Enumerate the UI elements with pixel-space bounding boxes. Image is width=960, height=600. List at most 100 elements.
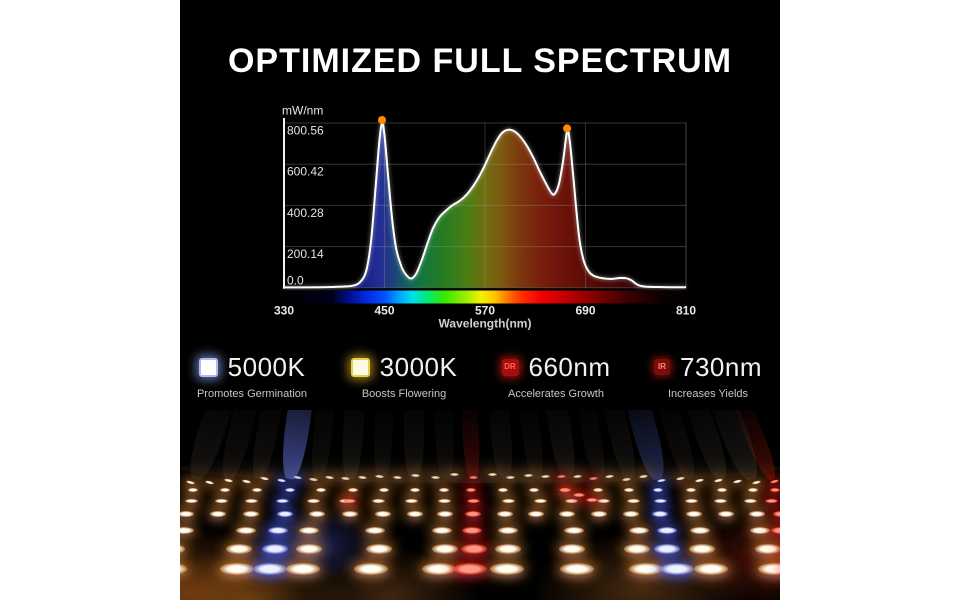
led-dot	[180, 544, 185, 554]
led-dot	[564, 526, 585, 534]
led-dot	[315, 488, 326, 492]
x-axis-label: Wavelength(nm)	[439, 316, 532, 330]
legend-item-3000k: 3000K Boosts Flowering	[345, 352, 463, 400]
led-dot	[689, 526, 710, 534]
led-dot	[688, 544, 715, 554]
led-dot	[749, 526, 770, 534]
led-dot	[685, 511, 702, 517]
led-dot	[180, 562, 188, 576]
led-dot	[437, 498, 451, 504]
led-dot	[461, 526, 482, 534]
horizon-dot	[769, 479, 780, 485]
led-dot	[495, 544, 522, 554]
led-dot	[743, 498, 757, 504]
led-dot	[453, 562, 488, 576]
led-dot	[236, 526, 257, 534]
led-dot	[374, 511, 391, 517]
floor-glow	[680, 510, 780, 600]
led-dot	[591, 511, 608, 517]
led-dot	[747, 488, 758, 492]
led-dot	[653, 544, 680, 554]
led-dot	[220, 488, 231, 492]
legend-desc: Increases Yields	[667, 388, 749, 400]
led-dot	[353, 562, 388, 576]
led-dot	[623, 544, 650, 554]
horizon-dot	[694, 478, 704, 484]
led-dot	[629, 562, 664, 576]
led-dot	[694, 562, 729, 576]
led-dot	[685, 498, 699, 504]
led-chip-5000k-icon	[198, 357, 218, 377]
led-dot	[409, 488, 420, 492]
led-dot	[268, 526, 289, 534]
led-dot-red	[573, 492, 585, 498]
horizon-dot	[713, 477, 724, 483]
led-dot	[533, 498, 547, 504]
led-dot	[592, 488, 603, 492]
led-dot	[309, 511, 326, 517]
led-dot	[597, 498, 611, 504]
legend-label: 660nm	[528, 351, 611, 382]
legend-chip-row: IR 730nm	[654, 352, 762, 382]
led-dot	[405, 498, 419, 504]
led-dot	[757, 562, 780, 576]
led-dot	[432, 544, 459, 554]
led-dot	[497, 511, 514, 517]
led-dot	[295, 544, 322, 554]
led-dot	[717, 511, 734, 517]
led-dot	[365, 544, 392, 554]
led-dot	[184, 498, 198, 504]
led-dot	[498, 488, 509, 492]
led-dot-red	[344, 498, 356, 504]
horizon-dot	[751, 480, 762, 486]
legend-desc: Promotes Germination	[196, 388, 308, 400]
led-dot	[497, 526, 518, 534]
y-tick-label: 600.42	[287, 165, 324, 179]
spectrum-curve	[283, 121, 686, 289]
led-dot	[490, 562, 525, 576]
led-dot	[219, 562, 254, 576]
page-title: OPTIMIZED FULL SPECTRUM	[227, 42, 733, 80]
led-dot	[180, 511, 194, 517]
led-dot	[527, 511, 544, 517]
led-dot	[261, 544, 288, 554]
led-dot	[461, 544, 488, 554]
led-dot	[622, 511, 639, 517]
x-tick-label: 810	[676, 303, 696, 317]
led-chip-deep-red-icon: DR	[501, 358, 519, 376]
legend-desc: Boosts Flowering	[361, 388, 447, 400]
peak-marker	[563, 124, 572, 133]
led-dot	[342, 511, 359, 517]
horizon-dot	[185, 479, 195, 486]
horizon-dot	[241, 479, 252, 485]
y-tick-label: 200.14	[287, 247, 324, 261]
led-dot	[657, 526, 678, 534]
led-dot	[501, 498, 515, 504]
y-tick-label: 400.28	[287, 206, 324, 220]
led-dot	[467, 498, 481, 504]
horizon-dot	[204, 479, 214, 485]
led-dot	[276, 498, 290, 504]
led-dot	[372, 498, 386, 504]
led-dot	[306, 498, 320, 504]
led-dot	[652, 511, 668, 517]
led-dot	[717, 488, 728, 492]
legend-item-730nm: IR 730nm Increases Yields	[649, 352, 767, 400]
x-tick-label: 570	[475, 303, 495, 317]
legend-desc: Accelerates Growth	[508, 388, 604, 400]
legend-label: 730nm	[680, 351, 762, 382]
y-tick-label: 800.56	[287, 124, 324, 138]
spectrum-chart-svg: mW/nm 0.0 200.14 400.28 600.42 800.56 330 450 57…	[274, 104, 696, 331]
legend-chip-row: 3000K	[350, 352, 458, 382]
y-axis-unit-label: mW/nm	[282, 104, 323, 118]
led-dot	[276, 511, 293, 517]
led-dot	[558, 511, 575, 517]
led-dot	[660, 562, 694, 576]
led-dot	[243, 511, 260, 517]
led-dot	[252, 488, 263, 492]
led-dot	[779, 544, 780, 554]
led-dot	[529, 488, 539, 492]
led-dot	[714, 498, 728, 504]
x-tick-label: 690	[575, 303, 595, 317]
led-dot	[765, 498, 779, 504]
